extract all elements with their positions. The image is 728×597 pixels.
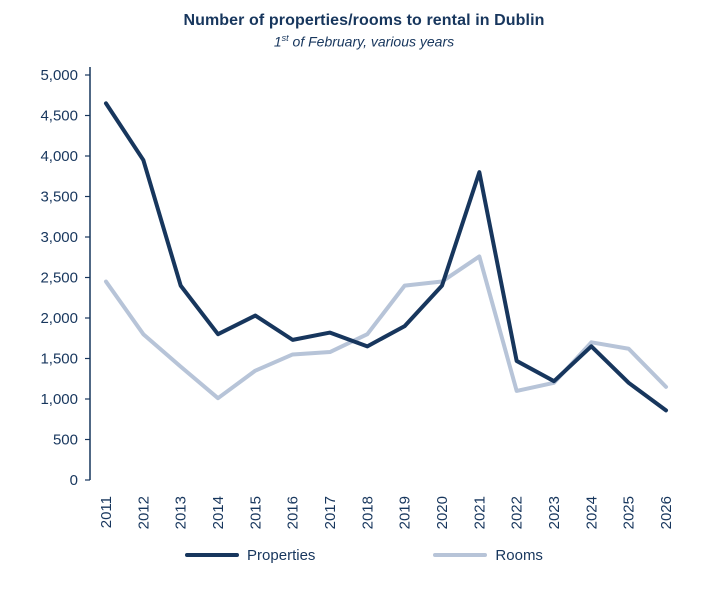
y-tick-label: 500 xyxy=(53,431,78,448)
legend-swatch-properties xyxy=(185,553,240,558)
x-tick-label: 2017 xyxy=(322,496,339,529)
x-tick-label: 2024 xyxy=(583,496,600,529)
x-tick-label: 2020 xyxy=(434,496,451,529)
series-line-properties xyxy=(104,101,668,412)
y-tick-label: 1,000 xyxy=(40,391,78,408)
legend-label-rooms: Rooms xyxy=(495,546,543,564)
y-tick-label: 2,000 xyxy=(40,310,78,327)
x-tick-label: 2026 xyxy=(658,496,675,529)
x-tick-label: 2015 xyxy=(247,496,264,529)
legend-item-properties: Properties xyxy=(185,547,315,564)
y-tick-label: 4,000 xyxy=(40,148,78,165)
chart-legend: Properties Rooms xyxy=(0,547,728,564)
x-tick-label: 2022 xyxy=(509,496,526,529)
x-tick-label: 2019 xyxy=(397,496,414,529)
y-tick-label: 2,500 xyxy=(40,269,78,286)
x-tick-label: 2014 xyxy=(210,496,227,529)
subtitle-rest: of February, various years xyxy=(288,33,455,50)
x-tick-label: 2011 xyxy=(98,496,115,528)
subtitle-superscript: st xyxy=(281,33,289,43)
x-tick-label: 2018 xyxy=(359,496,376,529)
x-tick-label: 2013 xyxy=(173,496,190,529)
x-tick-label: 2012 xyxy=(135,496,152,529)
chart-title: Number of properties/rooms to rental in … xyxy=(183,12,545,29)
y-tick-label: 0 xyxy=(70,472,78,489)
y-tick-label: 3,500 xyxy=(40,188,78,205)
y-tick-label: 4,500 xyxy=(40,107,78,124)
x-tick-label: 2016 xyxy=(285,496,302,529)
legend-item-rooms: Rooms xyxy=(433,547,543,564)
y-tick-label: 5,000 xyxy=(40,67,78,84)
legend-swatch-rooms xyxy=(433,553,488,558)
x-tick-label: 2023 xyxy=(546,496,563,529)
series-line-rooms xyxy=(104,254,668,400)
y-tick-label: 3,000 xyxy=(40,229,78,246)
y-tick-label: 1,500 xyxy=(40,350,78,367)
chart-subtitle: 1st of February, various years xyxy=(0,33,728,50)
x-tick-label: 2025 xyxy=(621,496,638,529)
x-tick-label: 2021 xyxy=(471,496,488,529)
line-chart-canvas: 0 500 1,000 1,500 2,000 2,500 3,000 3,500 4,000 4… xyxy=(40,66,675,529)
legend-label-properties: Properties xyxy=(247,546,316,564)
subtitle-num: 1 xyxy=(273,33,282,50)
